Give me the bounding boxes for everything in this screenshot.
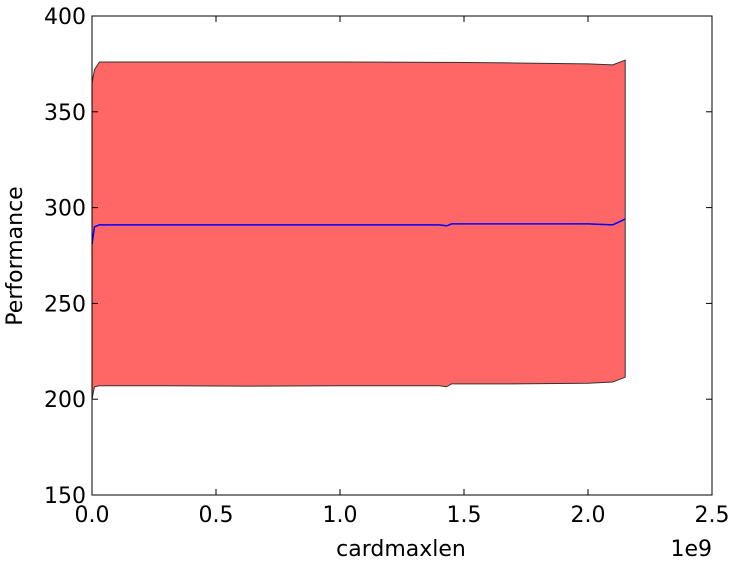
x-offset-label: 1e9	[670, 537, 712, 562]
y-axis-label: Performance	[3, 186, 28, 325]
x-tick-label: 0.5	[199, 503, 234, 528]
x-tick-label: 1.5	[447, 503, 482, 528]
y-tick-label: 400	[44, 5, 86, 30]
y-tick-label: 200	[44, 388, 86, 413]
band-area	[91, 59, 626, 400]
x-tick-label: 2.5	[695, 503, 730, 528]
plot-frame	[91, 15, 713, 496]
mean-line	[91, 218, 626, 245]
y-tick-label: 300	[44, 197, 86, 222]
y-tick-label: 150	[44, 484, 86, 509]
x-tick-label: 2.0	[571, 503, 606, 528]
x-tick-label: 0.0	[75, 503, 110, 528]
y-tick-label: 350	[44, 101, 86, 126]
y-tick-label: 250	[44, 292, 86, 317]
x-tick-label: 1.0	[323, 503, 358, 528]
x-axis-label: cardmaxlen	[336, 537, 466, 562]
